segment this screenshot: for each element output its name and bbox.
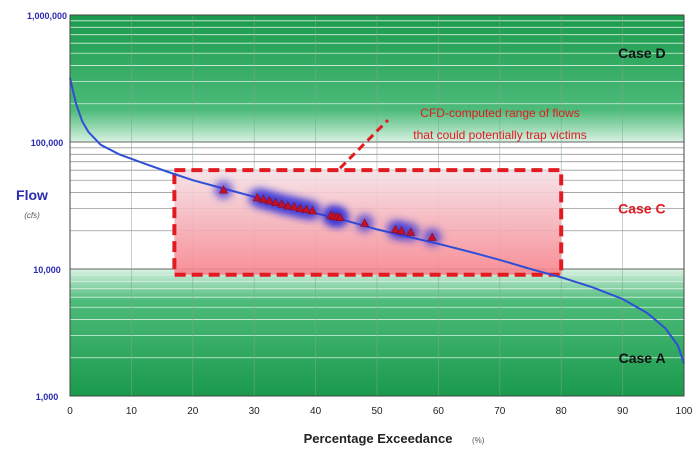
data-point-triangle — [283, 200, 293, 210]
axes: 0 10 20 30 40 50 60 70 80 90 100 1,000 10,000 100,000… — [27, 11, 693, 417]
x-tick-label: 90 — [617, 406, 629, 417]
data-point-triangle — [252, 192, 262, 202]
y-tick-label: 1,000 — [36, 392, 59, 402]
highlight-box-border — [172, 168, 564, 277]
x-tick-label: 30 — [249, 406, 261, 417]
annotation-text-line: that could potentially trap victims — [413, 128, 586, 142]
x-tick-label: 70 — [494, 406, 506, 417]
x-tick-label: 10 — [126, 406, 138, 417]
data-point-triangle — [307, 205, 318, 215]
data-point-triangle — [406, 227, 416, 236]
data-point-triangle — [396, 226, 407, 235]
data-series — [69, 77, 685, 364]
plot-frame — [69, 14, 685, 397]
data-point-triangle — [390, 224, 401, 234]
data-point-triangle — [295, 203, 305, 213]
data-point-triangle — [335, 212, 345, 221]
y-axis-label: Flow — [16, 187, 48, 203]
case-label: Case A — [619, 350, 666, 366]
data-point-triangle — [360, 218, 370, 227]
data-point-triangle — [264, 195, 275, 205]
annotation-text-line: CFD-computed range of flows — [420, 106, 579, 120]
y-tick-label: 10,000 — [33, 265, 61, 275]
x-tick-label: 40 — [310, 406, 322, 417]
data-point-triangle — [258, 194, 269, 203]
y-axis-unit: (cfs) — [24, 211, 40, 220]
y-tick-label: 100,000 — [31, 138, 64, 148]
x-tick-label: 0 — [67, 406, 73, 417]
data-point-triangle — [271, 197, 281, 206]
data-point-triangle — [301, 204, 312, 213]
x-axis-unit: (%) — [472, 436, 485, 445]
labels: Percentage Exceedance (%) Flow (cfs) CFD-com… — [16, 45, 666, 446]
data-point-triangle — [277, 199, 287, 208]
data-point-triangle — [218, 185, 229, 194]
y-tick-label: 1,000,000 — [27, 11, 67, 21]
case-label: Case C — [618, 200, 665, 216]
x-tick-label: 20 — [187, 406, 199, 417]
case-label: Case D — [618, 45, 665, 61]
annotation-leader-line — [338, 118, 390, 170]
x-tick-label: 100 — [676, 406, 693, 417]
x-tick-label: 60 — [433, 406, 445, 417]
x-tick-label: 80 — [556, 406, 568, 417]
data-point-triangle — [427, 232, 437, 241]
data-point-triangle — [289, 201, 299, 211]
x-tick-label: 50 — [371, 406, 383, 417]
x-axis-label: Percentage Exceedance — [304, 431, 453, 446]
